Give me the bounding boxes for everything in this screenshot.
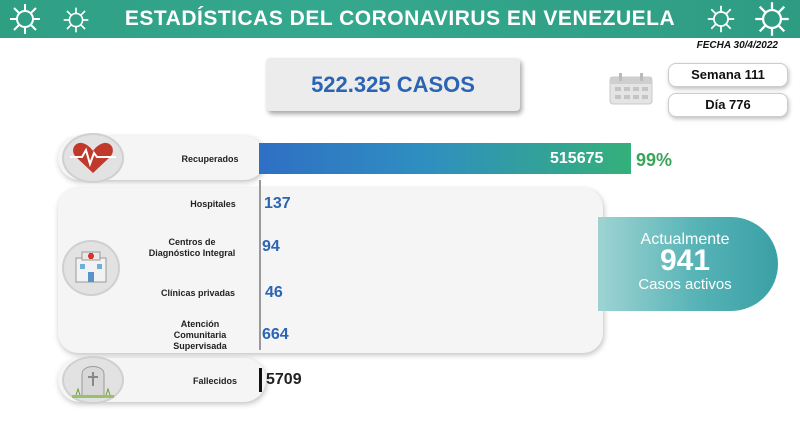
deaths-label: Fallecidos <box>192 376 237 386</box>
recovered-percent: 99% <box>636 150 673 170</box>
recovered-label: Recuperados <box>181 154 239 164</box>
active-label-bottom: Casos activos <box>638 276 732 293</box>
hospital-icon <box>62 240 120 296</box>
cdi-label: Centros de Diagnóstico Integral <box>148 237 236 258</box>
atencion-value: 664 <box>262 326 289 343</box>
atencion-label: Atención Comunitaria Supervisada <box>173 319 227 351</box>
clinicas-label: Clínicas privadas <box>160 288 236 298</box>
deaths-value: 5709 <box>266 371 302 388</box>
report-date: FECHA 30/4/2022 <box>696 40 778 51</box>
page-title: ESTADÍSTICAS DEL CORONAVIRUS EN VENEZUEL… <box>124 7 676 30</box>
day-counter: Día 776 <box>668 93 788 117</box>
recovered-bar <box>259 143 631 174</box>
divider-line <box>259 180 261 350</box>
tombstone-icon <box>62 356 124 404</box>
heart-pulse-icon <box>62 133 124 183</box>
deaths-marker <box>259 368 262 392</box>
active-cases-panel <box>598 217 778 311</box>
total-cases: 522.325 CASOS <box>266 58 520 111</box>
calendar-icon <box>609 73 653 105</box>
week-counter: Semana 111 <box>668 63 788 87</box>
virus-icon <box>755 2 789 36</box>
cdi-value: 94 <box>262 238 280 255</box>
active-label-top: Actualmente <box>640 231 730 248</box>
hospitales-value: 137 <box>264 195 291 212</box>
hospital-panel <box>58 188 603 353</box>
clinicas-value: 46 <box>265 284 283 301</box>
virus-icon <box>707 5 735 33</box>
active-cases-value: 941 <box>659 244 711 277</box>
hospitales-label: Hospitales <box>190 199 236 209</box>
header-banner: ESTADÍSTICAS DEL CORONAVIRUS EN VENEZUEL… <box>0 0 800 38</box>
recovered-value: 515675 <box>550 150 604 167</box>
virus-icon <box>10 4 40 34</box>
virus-icon <box>63 7 89 33</box>
